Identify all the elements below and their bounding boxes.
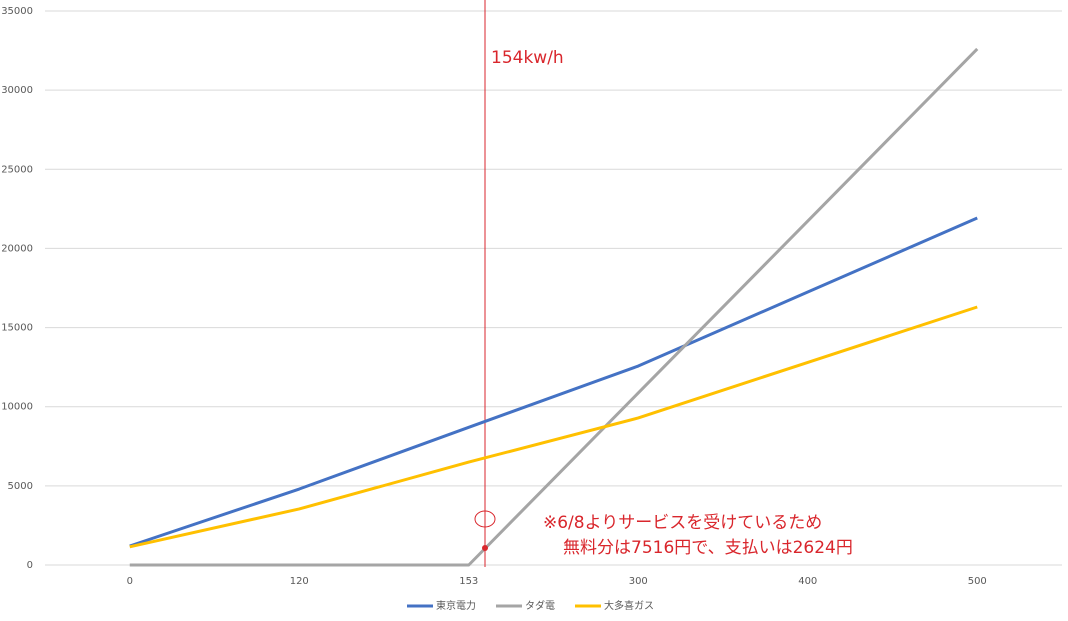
- y-tick-label: 30000: [1, 85, 33, 96]
- x-tick-label: 0: [127, 576, 133, 587]
- annotation: 154kw/h: [491, 48, 564, 68]
- legend-label: 大多喜ガス: [604, 599, 654, 612]
- annotation-circle: [474, 510, 496, 528]
- x-tick-label: 153: [459, 576, 478, 587]
- y-tick-label: 20000: [1, 243, 33, 254]
- y-tick-label: 25000: [1, 164, 33, 175]
- x-tick-label: 500: [968, 576, 987, 587]
- annotation-dot: [482, 545, 488, 551]
- annotation: ※6/8よりサービスを受けているため: [543, 513, 822, 533]
- series-line: [129, 47, 979, 567]
- x-tick-label: 400: [798, 576, 817, 587]
- x-tick-label: 300: [629, 576, 648, 587]
- legend-label: 東京電力: [436, 599, 476, 612]
- series-line: [129, 305, 978, 549]
- annotation: 無料分は7516円で、支払いは2624円: [563, 538, 853, 558]
- y-tick-label: 35000: [1, 6, 33, 17]
- y-tick-label: 10000: [1, 402, 33, 413]
- x-tick-label: 120: [290, 576, 309, 587]
- y-tick-label: 15000: [1, 323, 33, 334]
- y-tick-label: 0: [27, 560, 33, 571]
- y-tick-label: 5000: [8, 481, 33, 492]
- series-line: [129, 216, 978, 548]
- legend-label: タダ電: [525, 599, 555, 612]
